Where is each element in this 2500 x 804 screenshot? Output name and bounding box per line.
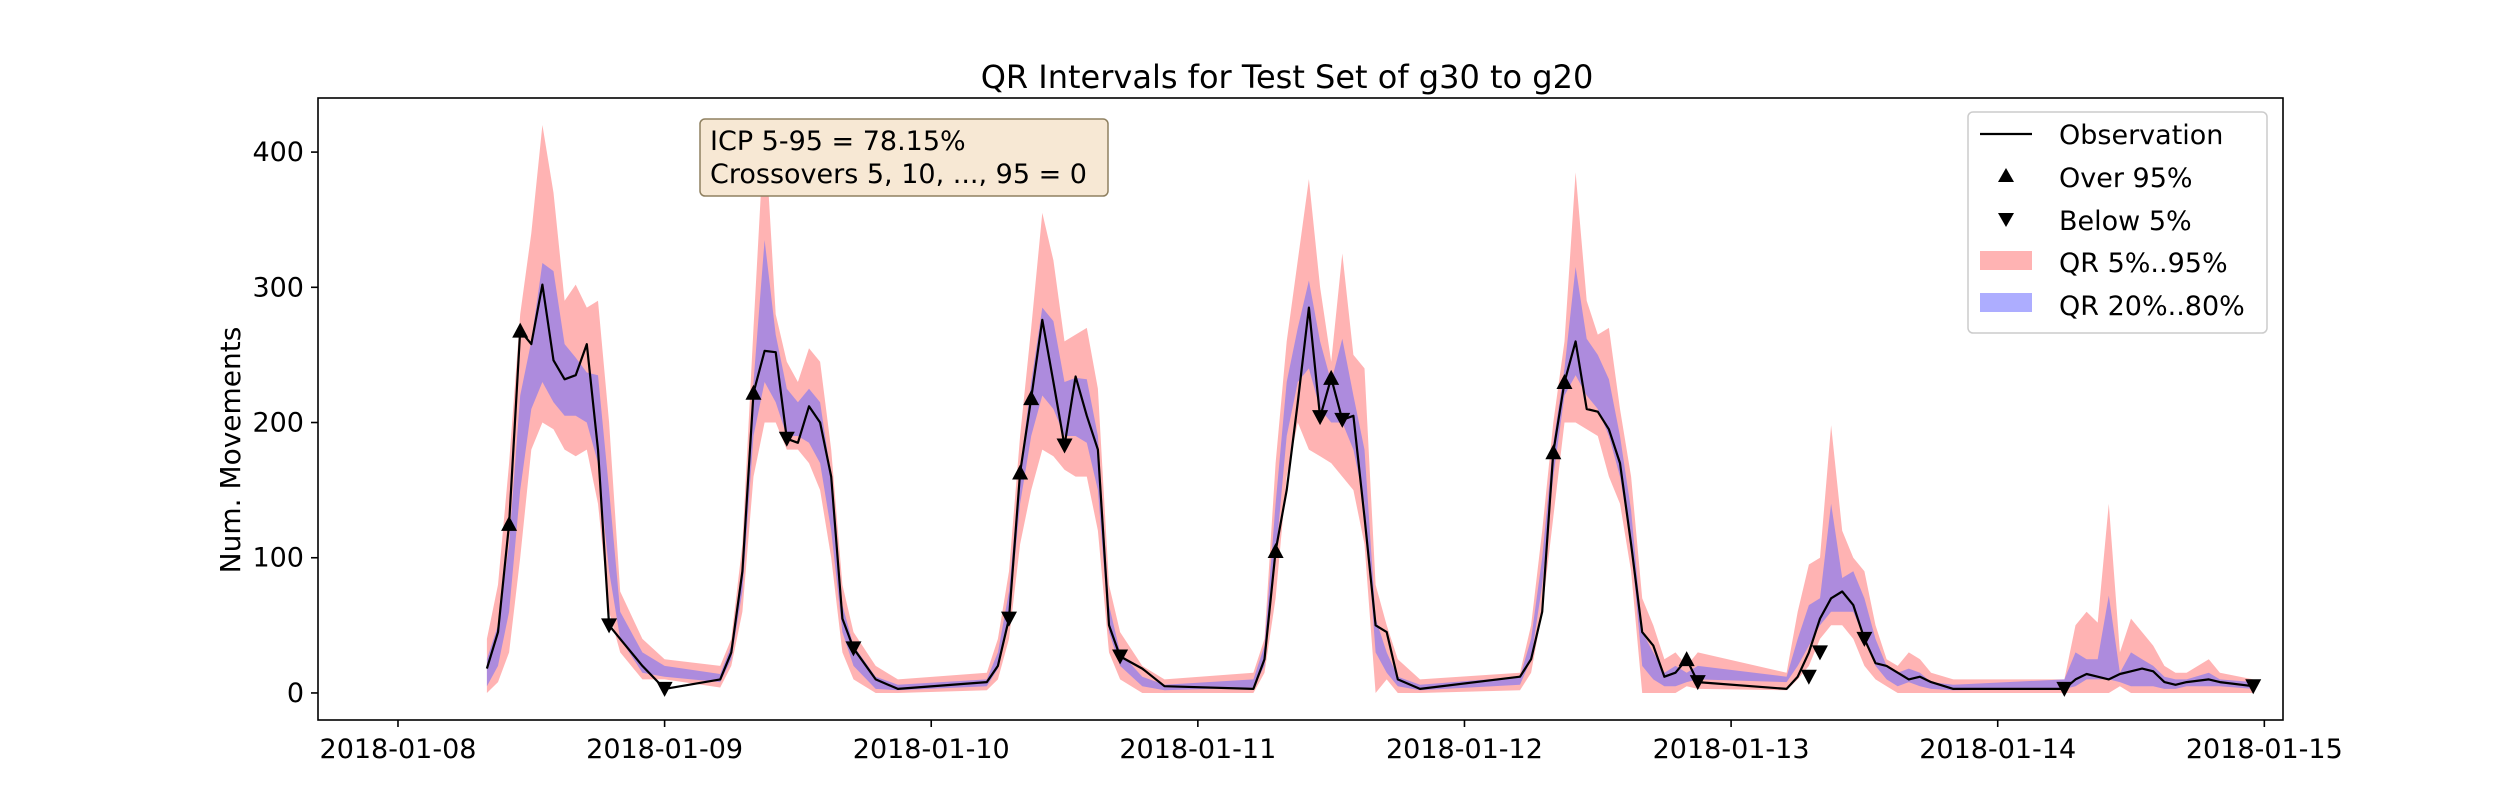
- marker-below-5: [601, 618, 618, 634]
- marker-below-5: [1056, 438, 1073, 454]
- legend-label: QR 5%..95%: [2059, 248, 2228, 279]
- x-tick-label: 2018-01-12: [1386, 734, 1543, 765]
- y-tick-label: 400: [252, 137, 304, 168]
- x-tick-label: 2018-01-15: [2186, 734, 2343, 765]
- marker-below-5: [1000, 611, 1017, 627]
- marker-below-5: [778, 431, 795, 447]
- annotation-line-2: Crossovers 5, 10, ..., 95 = 0: [710, 159, 1087, 190]
- legend-item-over-95: Over 95%: [1998, 163, 2193, 194]
- marker-over-95: [745, 384, 762, 400]
- marker-over-95: [1545, 444, 1562, 460]
- legend: Observation Over 95% Below 5% QR 5%..95%…: [1967, 111, 2268, 334]
- y-tick-label: 200: [252, 408, 304, 439]
- annotation-line-1: ICP 5-95 = 78.15%: [710, 126, 966, 157]
- legend-patch-inner-swatch: [1980, 293, 2032, 312]
- marker-below-5: [1800, 669, 1817, 685]
- x-tick-label: 2018-01-08: [320, 734, 477, 765]
- marker-below-5: [1811, 645, 1828, 661]
- marker-over-95: [512, 322, 529, 338]
- legend-label: Observation: [2059, 120, 2223, 151]
- marker-over-95: [1556, 373, 1573, 389]
- legend-patch-outer-swatch: [1980, 251, 2032, 270]
- marker-over-95: [1012, 464, 1029, 480]
- legend-item-observation: Observation: [1980, 120, 2223, 151]
- legend-frame: [1967, 111, 2268, 334]
- marker-over-95: [1023, 390, 1040, 406]
- x-tick-label: 2018-01-13: [1653, 734, 1810, 765]
- legend-triangle-up-swatch: [1998, 168, 2014, 182]
- legend-item-qr-5-95: QR 5%..95%: [1980, 248, 2228, 279]
- marker-below-5: [2245, 679, 2262, 695]
- marker-below-5: [1334, 412, 1351, 428]
- legend-item-qr-20-80: QR 20%..80%: [1980, 291, 2245, 322]
- legend-triangle-down-swatch: [1998, 213, 2014, 227]
- legend-label: QR 20%..80%: [2059, 291, 2245, 322]
- marker-over-95: [1267, 542, 1284, 558]
- marker-below-5: [845, 641, 862, 657]
- y-tick-label: 300: [252, 272, 304, 303]
- marker-below-5: [1856, 631, 1873, 647]
- chart-title: QR Intervals for Test Set of g30 to g20: [981, 58, 1594, 96]
- marker-over-95: [1323, 369, 1340, 385]
- axes: 0 100 200 300 400 2018-01-08 2018-01-09 2018-01…: [252, 97, 2343, 765]
- axes-frame: [317, 97, 2284, 721]
- x-tick-label: 2018-01-10: [853, 734, 1010, 765]
- marker-below-5: [2056, 681, 2073, 697]
- annotation-background: [699, 118, 1109, 197]
- marker-over-95: [501, 515, 518, 531]
- marker-over-95: [1678, 651, 1695, 667]
- plot-area: [485, 125, 2262, 697]
- y-axis-label: Num. Movements: [214, 327, 247, 574]
- marker-below-5: [1112, 649, 1129, 665]
- marker-below-5: [1689, 675, 1706, 691]
- y-tick-label: 0: [287, 678, 304, 709]
- legend-item-below-5: Below 5%: [1998, 206, 2192, 237]
- x-tick-label: 2018-01-09: [586, 734, 743, 765]
- x-tick-label: 2018-01-11: [1119, 734, 1276, 765]
- marker-below-5: [656, 681, 673, 697]
- legend-label: Below 5%: [2059, 206, 2192, 237]
- y-tick-label: 100: [252, 543, 304, 574]
- x-tick-label: 2018-01-14: [1919, 734, 2076, 765]
- legend-label: Over 95%: [2059, 163, 2193, 194]
- annotation-box: ICP 5-95 = 78.15% Crossovers 5, 10, ...,…: [699, 118, 1109, 197]
- marker-below-5: [1312, 410, 1329, 426]
